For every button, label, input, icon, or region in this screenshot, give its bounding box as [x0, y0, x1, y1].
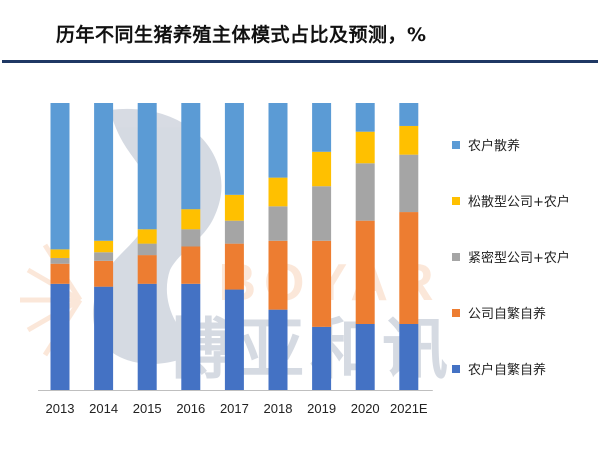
bar-segment-2020-公司自繁自养	[355, 220, 375, 324]
bar-segment-2014-松散型公司+农户	[94, 240, 114, 253]
bar-segment-2018-紧密型公司+农户	[268, 206, 288, 241]
legend-label-农户散养: 农户散养	[468, 138, 520, 154]
bar-segment-2020-紧密型公司+农户	[355, 163, 375, 221]
x-tick-2015: 2015	[133, 401, 162, 416]
bar-segment-2016-农户散养	[181, 103, 201, 210]
bar-segment-2021E-农户自繁自养	[399, 323, 419, 390]
bar-segment-2017-公司自繁自养	[224, 243, 244, 290]
legend-swatch-松散型公司+农户	[452, 197, 460, 205]
bar-segment-2016-紧密型公司+农户	[181, 229, 201, 247]
bar-segment-2019-松散型公司+农户	[312, 151, 332, 187]
bar-segment-2013-农户自繁自养	[50, 283, 70, 390]
x-tick-2014: 2014	[89, 401, 118, 416]
bar-segment-2016-松散型公司+农户	[181, 209, 201, 230]
legend-label-农户自繁自养: 农户自繁自养	[468, 362, 546, 378]
bar-segment-2014-农户散养	[94, 103, 114, 241]
title-underline	[2, 60, 598, 63]
bar-segment-2019-农户散养	[312, 103, 332, 152]
legend-label-公司自繁自养: 公司自繁自养	[468, 306, 546, 322]
bar-segment-2015-紧密型公司+农户	[137, 243, 157, 256]
bar-segment-2015-松散型公司+农户	[137, 229, 157, 244]
bar-segment-2021E-农户散养	[399, 103, 419, 126]
legend-swatch-公司自繁自养	[452, 309, 460, 317]
bar-segment-2013-公司自繁自养	[50, 263, 70, 284]
legend-label-紧密型公司+农户: 紧密型公司+农户	[468, 250, 570, 266]
x-tick-labels: 2013 2014 2015 2016 2017 2018 2019 2020 2021E	[46, 401, 428, 416]
bar-segment-2021E-松散型公司+农户	[399, 125, 419, 155]
bar-segment-2018-农户散养	[268, 103, 288, 178]
x-tick-2017: 2017	[220, 401, 249, 416]
bar-segment-2018-农户自繁自养	[268, 309, 288, 390]
bar-segment-2013-松散型公司+农户	[50, 249, 70, 258]
bar-segment-2019-紧密型公司+农户	[312, 186, 332, 241]
bar-segment-2016-公司自繁自养	[181, 246, 201, 284]
bar-segment-2014-紧密型公司+农户	[94, 252, 114, 261]
x-tick-2016: 2016	[176, 401, 205, 416]
bar-segment-2020-农户散养	[355, 103, 375, 132]
bar-segment-2018-公司自繁自养	[268, 240, 288, 310]
bar-segment-2021E-公司自繁自养	[399, 212, 419, 324]
x-tick-2020: 2020	[351, 401, 380, 416]
legend-swatch-紧密型公司+农户	[452, 253, 460, 261]
chart-title: 历年不同生猪养殖主体模式占比及预测，%	[56, 24, 427, 46]
bar-segment-2015-农户自繁自养	[137, 283, 157, 390]
bar-segment-2019-农户自繁自养	[312, 326, 332, 390]
bar-segment-2021E-紧密型公司+农户	[399, 154, 419, 213]
bar-segment-2020-松散型公司+农户	[355, 131, 375, 164]
bar-segment-2017-农户自繁自养	[224, 289, 244, 390]
bar-segment-2013-农户散养	[50, 103, 70, 250]
bar-segment-2013-紧密型公司+农户	[50, 257, 70, 264]
x-tick-2019: 2019	[307, 401, 336, 416]
bar-segment-2019-公司自繁自养	[312, 240, 332, 327]
legend-swatch-农户自繁自养	[452, 365, 460, 373]
bars-layer	[50, 103, 419, 390]
x-tick-2013: 2013	[46, 401, 75, 416]
bar-segment-2014-公司自繁自养	[94, 260, 114, 287]
bar-segment-2015-农户散养	[137, 103, 157, 230]
bar-segment-2015-公司自繁自养	[137, 255, 157, 284]
x-tick-2021E: 2021E	[390, 401, 428, 416]
bar-segment-2017-紧密型公司+农户	[224, 220, 244, 244]
bar-segment-2020-农户自繁自养	[355, 323, 375, 390]
bar-segment-2016-农户自繁自养	[181, 283, 201, 390]
legend-swatch-农户散养	[452, 141, 460, 149]
x-tick-2018: 2018	[264, 401, 293, 416]
title-bar: 历年不同生猪养殖主体模式占比及预测，%	[0, 0, 600, 66]
watermark-rays	[20, 243, 83, 357]
bar-segment-2018-松散型公司+农户	[268, 177, 288, 207]
bar-segment-2017-松散型公司+农户	[224, 194, 244, 221]
bar-segment-2014-农户自繁自养	[94, 286, 114, 390]
legend-label-松散型公司+农户: 松散型公司+农户	[468, 194, 570, 210]
bar-segment-2017-农户散养	[224, 103, 244, 195]
